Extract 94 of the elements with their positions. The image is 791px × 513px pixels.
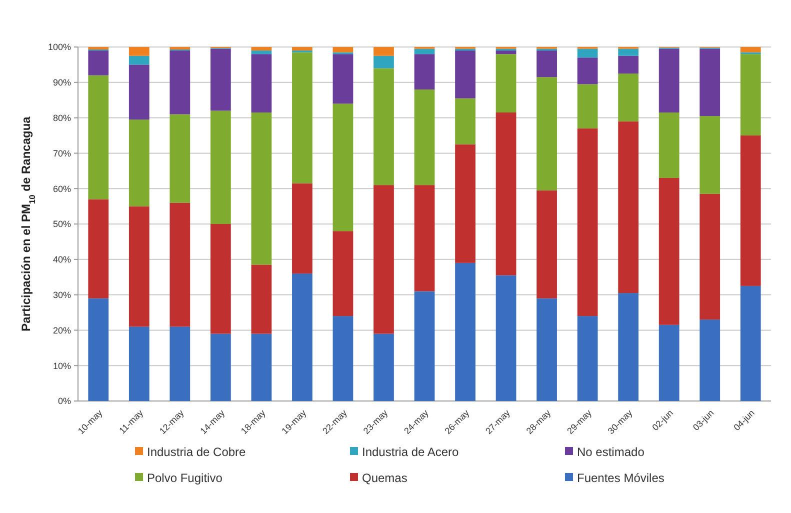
legend-label: Polvo Fugitivo	[147, 471, 223, 486]
bar	[170, 114, 190, 203]
bar	[740, 286, 761, 401]
bar	[455, 50, 476, 98]
bar	[414, 185, 435, 292]
bar	[210, 110, 231, 224]
bar	[88, 298, 109, 401]
bar	[577, 48, 598, 58]
bar	[658, 48, 680, 112]
bar	[251, 50, 272, 54]
bar	[618, 121, 639, 294]
bar	[374, 185, 394, 334]
y-tick-label: 20%	[52, 325, 71, 336]
y-tick-label: 50%	[52, 219, 71, 230]
bar	[658, 324, 680, 401]
bar	[496, 275, 516, 401]
bar	[210, 224, 231, 334]
bar	[740, 47, 761, 52]
bar	[455, 262, 476, 401]
bar	[292, 47, 312, 51]
bar	[496, 50, 516, 54]
bar	[700, 320, 720, 401]
bar	[170, 50, 190, 114]
bar	[88, 199, 109, 298]
legend-label: Industria de Cobre	[147, 445, 246, 460]
bar	[128, 326, 150, 401]
bar	[618, 48, 639, 56]
bar	[332, 231, 354, 316]
bar	[292, 183, 312, 274]
bar	[332, 316, 354, 401]
y-tick-label: 0%	[58, 396, 71, 406]
bar	[414, 54, 435, 90]
bar	[374, 68, 394, 186]
bar	[740, 54, 761, 136]
bar	[414, 48, 435, 54]
y-tick-label: 90%	[52, 78, 71, 88]
bar	[128, 120, 150, 206]
bar	[374, 56, 394, 68]
bar	[700, 194, 720, 320]
legend-label: Industria de Acero	[362, 445, 460, 460]
bar	[414, 291, 435, 401]
bar	[618, 74, 639, 122]
bar	[414, 89, 435, 186]
bar	[251, 54, 272, 112]
bar	[577, 58, 598, 84]
bar	[128, 206, 150, 327]
bar	[536, 50, 557, 78]
legend-label: Quemas	[362, 471, 408, 486]
bar	[332, 104, 354, 232]
bar	[536, 190, 557, 298]
bar	[170, 202, 190, 327]
bar	[88, 50, 109, 76]
bar	[374, 47, 394, 56]
bar	[496, 54, 516, 112]
y-tick-label: 100%	[48, 42, 71, 52]
bar	[251, 264, 272, 334]
bar	[170, 326, 190, 401]
y-tick-label: 70%	[52, 148, 71, 158]
y-tick-label: 80%	[52, 112, 71, 123]
bar	[536, 298, 557, 401]
bar	[128, 64, 150, 120]
bar	[251, 47, 272, 51]
bar	[455, 144, 476, 263]
bar	[251, 112, 272, 265]
bar	[658, 112, 680, 178]
y-tick-label: 10%	[52, 360, 71, 371]
bar	[251, 334, 272, 401]
bar	[374, 334, 394, 401]
legend-label: No estimado	[577, 445, 645, 460]
bar	[577, 316, 598, 401]
y-tick-label: 40%	[52, 254, 71, 265]
legend-label: Fuentes Móviles	[577, 471, 664, 486]
bar	[618, 56, 639, 74]
bar	[88, 75, 109, 200]
bar	[292, 274, 312, 401]
bar	[332, 47, 354, 52]
bar	[455, 98, 476, 144]
bar	[577, 128, 598, 316]
bar	[332, 54, 354, 104]
bar	[618, 293, 639, 401]
bar	[700, 48, 720, 116]
bar	[496, 112, 516, 276]
bar	[700, 116, 720, 194]
y-tick-label: 60%	[52, 184, 71, 194]
bar	[292, 52, 312, 184]
bar	[210, 48, 231, 111]
bar	[740, 136, 761, 286]
bar	[536, 77, 557, 190]
bar	[128, 47, 150, 56]
bar	[577, 84, 598, 128]
bar	[128, 56, 150, 65]
y-tick-label: 30%	[52, 290, 71, 300]
bar	[210, 334, 231, 401]
bar	[658, 178, 680, 325]
